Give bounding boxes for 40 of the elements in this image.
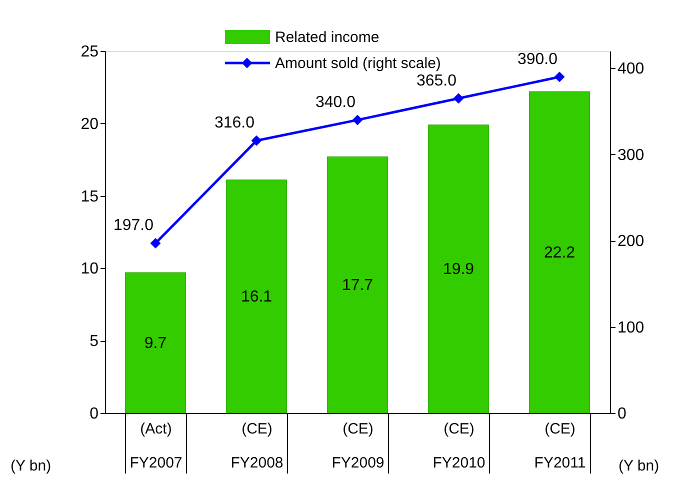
point [150, 238, 161, 248]
bar [528, 91, 590, 414]
y-tick-label: 0 [90, 406, 99, 422]
data-label: 197.0 [113, 217, 154, 234]
point [352, 114, 363, 126]
x-tick-label: (Act) FY2007 [130, 420, 182, 472]
y2-tick-label: 400 [618, 60, 644, 78]
y2-tick-label: 200 [618, 233, 644, 250]
data-label: 390.0 [517, 50, 558, 68]
x-tick-label: (CE) FY2010 [432, 420, 486, 472]
bar [326, 156, 388, 414]
y-tick-label: 20 [80, 116, 99, 133]
data-label: 9.7 [144, 334, 167, 352]
y-tick-label: 5 [90, 333, 99, 350]
data-label: 22.2 [544, 244, 576, 262]
y-tick-label: 10 [80, 260, 99, 278]
y2-tick-label: 0 [618, 406, 626, 422]
data-label: 340.0 [315, 94, 356, 111]
point [554, 72, 565, 82]
y2-tick-label: 100 [618, 319, 644, 336]
x-tick-label: (CE) FY2011 [534, 420, 586, 472]
bar [124, 272, 186, 414]
x-tick-label: (CE) FY2008 [230, 420, 284, 472]
y2-tick-label: 300 [618, 146, 644, 164]
data-label: 316.0 [214, 114, 255, 132]
point [453, 93, 464, 104]
legend-label: Amount sold (right scale) [275, 55, 441, 72]
y2-axis-title: (Y bn) [618, 458, 660, 474]
legend-label: Related income [275, 29, 380, 46]
y-axis-title: (Y bn) [10, 458, 52, 474]
bar [226, 180, 288, 414]
data-label: 365.0 [416, 72, 457, 90]
data-label: 16.1 [240, 288, 272, 306]
data-label: 19.9 [442, 260, 474, 278]
x-tick-label: (CE) FY2009 [332, 420, 384, 472]
point [251, 135, 262, 146]
data-label: 17.7 [342, 276, 374, 294]
bar [428, 124, 490, 414]
y-tick-label: 25 [80, 44, 99, 60]
y-tick-label: 15 [80, 188, 99, 206]
